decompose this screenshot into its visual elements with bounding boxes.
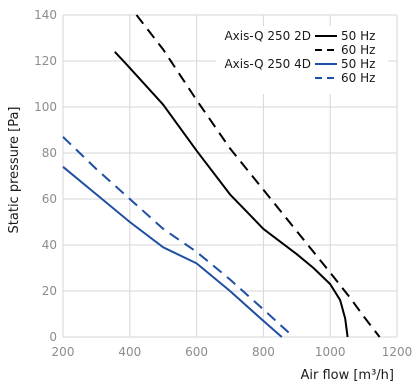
legend-frequency-label: 50 Hz (341, 57, 375, 71)
legend-background (216, 26, 388, 94)
series-line-3 (62, 166, 283, 338)
legend-frequency-label: 60 Hz (341, 43, 375, 57)
series-lines (62, 14, 381, 338)
legend-model-label: Axis-Q 250 4D (224, 57, 311, 71)
x-tick-label: 800 (252, 345, 275, 359)
legend-frequency-label: 60 Hz (341, 71, 375, 85)
y-tick-label: 120 (34, 54, 57, 68)
x-tick-label: 1200 (382, 345, 412, 359)
y-tick-label: 100 (34, 100, 57, 114)
series-line-4 (62, 136, 295, 338)
series-line-2 (135, 14, 381, 338)
x-tick-label: 400 (118, 345, 141, 359)
series-line-1 (114, 51, 349, 338)
y-tick-label: 140 (34, 8, 57, 22)
legend-model-label: Axis-Q 250 2D (224, 29, 311, 43)
legend-frequency-label: 50 Hz (341, 29, 375, 43)
y-tick-label: 0 (49, 330, 57, 344)
tick-labels: 200 400 600 800 1000 1200 0 20 40 60 80 100 120 140 (34, 8, 412, 359)
x-axis-title: Air flow [m³/h] (300, 368, 394, 383)
y-tick-label: 40 (42, 238, 57, 252)
x-tick-label: 200 (52, 345, 75, 359)
y-axis-title: Static pressure [Pa] (7, 107, 22, 234)
x-tick-label: 600 (185, 345, 208, 359)
y-tick-label: 80 (42, 146, 57, 160)
x-tick-label: 1000 (315, 345, 346, 359)
y-tick-label: 60 (42, 192, 57, 206)
y-tick-label: 20 (42, 284, 57, 298)
